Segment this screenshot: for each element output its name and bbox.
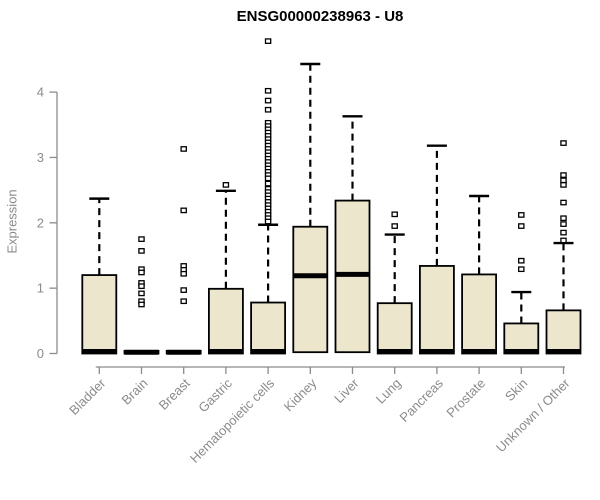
- box-liver: [334, 115, 371, 354]
- outlier-point: [264, 180, 272, 187]
- outlier-point: [264, 106, 272, 113]
- outlier-point: [180, 287, 187, 293]
- box-hematopoietic-cells: [250, 38, 287, 355]
- y-tick-label: 1: [37, 281, 44, 296]
- box-breast: [165, 146, 202, 355]
- outlier-point: [560, 182, 567, 188]
- outlier-point: [180, 146, 187, 152]
- box-kidney: [292, 62, 329, 354]
- outlier-point: [180, 270, 187, 277]
- iqr-box: [81, 274, 118, 355]
- box-gastric: [207, 182, 244, 355]
- y-tick-label: 2: [37, 215, 44, 230]
- x-tick-label: Bladder: [66, 375, 109, 418]
- iqr-box: [292, 225, 329, 354]
- iqr-box: [207, 287, 244, 355]
- outlier-point: [138, 269, 145, 276]
- x-tick-label: Kidney: [281, 375, 320, 414]
- box-skin: [503, 212, 540, 355]
- box-unknown-other: [545, 140, 582, 355]
- outlier-point: [180, 207, 187, 214]
- box-bladder: [81, 197, 118, 355]
- outlier-point: [560, 140, 567, 146]
- iqr-box: [418, 265, 455, 355]
- box-brain: [123, 236, 160, 355]
- outlier-point: [138, 301, 145, 308]
- iqr-box: [461, 273, 498, 355]
- outlier-point: [180, 298, 187, 305]
- outlier-point: [138, 236, 145, 242]
- outlier-point: [518, 223, 525, 229]
- outlier-point: [518, 266, 525, 273]
- outlier-point: [560, 172, 567, 178]
- outlier-point: [560, 221, 567, 227]
- x-tick-label: Brain: [119, 376, 151, 408]
- box-pancreas: [418, 144, 455, 355]
- outlier-point: [560, 199, 567, 206]
- outlier-point: [560, 229, 567, 236]
- x-tick-label: Lung: [373, 376, 404, 407]
- x-tick-label: Prostate: [443, 376, 488, 421]
- x-tick-label: Liver: [331, 375, 362, 406]
- outlier-point: [391, 211, 398, 218]
- outlier-point: [264, 175, 272, 182]
- outlier-point: [264, 218, 272, 225]
- x-tick-label: Skin: [502, 376, 530, 404]
- outlier-point: [138, 248, 145, 254]
- x-tick-label: Breast: [156, 375, 193, 412]
- x-tick-label: Gastric: [195, 375, 235, 415]
- outlier-point: [560, 215, 567, 222]
- outlier-point: [518, 257, 525, 264]
- outlier-point: [518, 212, 525, 218]
- chart-title: ENSG00000238963 - U8: [236, 8, 404, 25]
- outlier-point: [264, 38, 272, 44]
- box-lung: [376, 211, 413, 355]
- iqr-box: [250, 301, 287, 355]
- outlier-point: [560, 177, 567, 184]
- outlier-point: [560, 237, 567, 244]
- outlier-point: [391, 223, 398, 229]
- iqr-box: [503, 322, 540, 355]
- outlier-point: [222, 182, 230, 188]
- y-tick-label: 4: [37, 85, 44, 100]
- y-tick-label: 0: [37, 346, 44, 361]
- outlier-point: [264, 97, 272, 104]
- y-tick-label: 3: [37, 150, 44, 165]
- outlier-point: [138, 283, 145, 290]
- x-tick-label: Unknown / Other: [493, 375, 573, 455]
- outlier-point: [264, 87, 272, 94]
- outlier-point: [138, 290, 145, 297]
- x-tick-label: Pancreas: [397, 375, 447, 425]
- iqr-box: [376, 302, 413, 355]
- iqr-box: [545, 309, 582, 355]
- box-prostate: [461, 194, 498, 355]
